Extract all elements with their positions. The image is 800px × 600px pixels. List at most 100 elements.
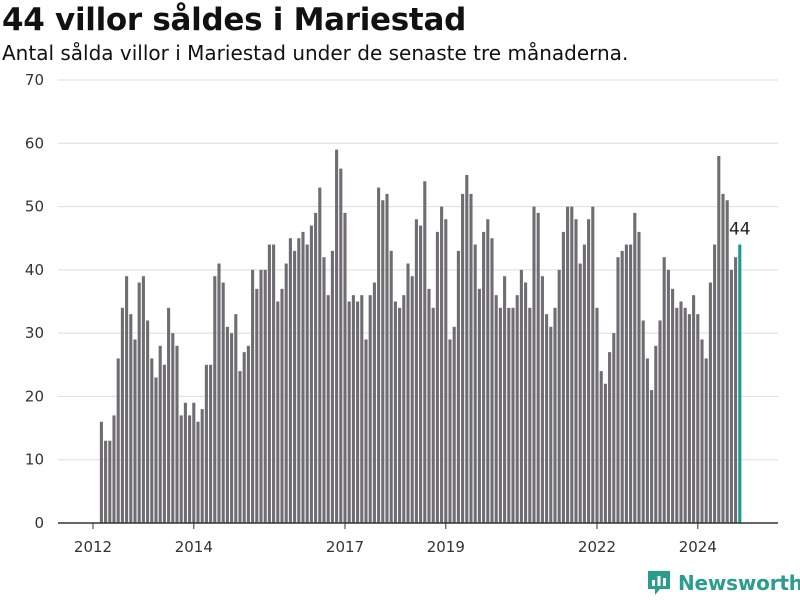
bar (225, 326, 229, 523)
bar (494, 295, 498, 523)
gridlines (58, 79, 778, 461)
bar (599, 371, 603, 523)
bar (515, 295, 519, 523)
y-tick-label: 40 (25, 261, 44, 279)
bar (448, 339, 452, 523)
bar (540, 276, 544, 523)
bar (683, 307, 687, 523)
bar (280, 288, 284, 523)
bar (671, 288, 675, 523)
bar (624, 244, 628, 524)
bar (578, 263, 582, 523)
bar (150, 358, 154, 523)
bar (452, 326, 456, 523)
y-tick-label: 20 (25, 387, 44, 405)
bar (595, 307, 599, 523)
bar (633, 212, 637, 523)
bar (721, 193, 725, 523)
x-axis: 2012 2014 2017 2019 2022 2024 (58, 522, 778, 556)
x-tick-label: 2019 (427, 538, 465, 556)
bar (700, 339, 704, 523)
bar (230, 333, 234, 523)
bar (293, 250, 297, 523)
bar (637, 231, 641, 523)
bar (545, 314, 549, 523)
bar (423, 181, 427, 523)
y-tick-label: 70 (25, 71, 44, 89)
y-tick-label: 60 (25, 134, 44, 152)
bar (146, 320, 150, 523)
bar (351, 295, 355, 523)
bar (519, 269, 523, 523)
bar (566, 206, 570, 523)
bar (511, 307, 515, 523)
y-tick-label: 0 (34, 514, 44, 532)
bar (183, 402, 187, 523)
bar (490, 238, 494, 523)
bar (717, 155, 721, 523)
bar (612, 333, 616, 523)
bar (314, 212, 318, 523)
bar (309, 225, 313, 523)
bar (263, 269, 267, 523)
bar (167, 307, 171, 523)
bar (267, 244, 271, 524)
bar (620, 250, 624, 523)
bar (582, 244, 586, 524)
bar (339, 168, 343, 523)
bar (343, 212, 347, 523)
bar-latest (738, 244, 742, 524)
bar (524, 282, 528, 523)
bar (431, 307, 435, 523)
bar (477, 288, 481, 523)
bar (704, 358, 708, 523)
bar (171, 333, 175, 523)
bar (473, 244, 477, 524)
bar (461, 193, 465, 523)
bar (435, 231, 439, 523)
bar (734, 257, 738, 523)
bar (570, 206, 574, 523)
bar (259, 269, 263, 523)
bar (557, 269, 561, 523)
bar (532, 206, 536, 523)
bar (330, 250, 334, 523)
bar (221, 282, 225, 523)
bar (133, 339, 137, 523)
bar (217, 263, 221, 523)
bar (104, 440, 108, 523)
bar (553, 307, 557, 523)
bar (444, 219, 448, 524)
bar (603, 383, 607, 523)
bar (503, 276, 507, 523)
bar (574, 219, 578, 524)
bar (188, 415, 192, 523)
bar (410, 276, 414, 523)
bar (427, 288, 431, 523)
x-tick-label: 2012 (74, 538, 112, 556)
bar (469, 193, 473, 523)
bar (305, 244, 309, 524)
bar (318, 187, 322, 523)
bar (587, 219, 591, 524)
bar (536, 212, 540, 523)
x-tick-label: 2017 (326, 538, 364, 556)
bar (116, 358, 120, 523)
bar (549, 326, 553, 523)
bar (465, 174, 469, 523)
bar (398, 307, 402, 523)
bar (192, 402, 196, 523)
bar (654, 345, 658, 523)
newsworthy-brand[interactable]: Newsworthy (646, 569, 800, 597)
bar (456, 250, 460, 523)
bar (616, 257, 620, 523)
chart-title: 44 villor såldes i Mariestad (2, 2, 466, 38)
bar (377, 187, 381, 523)
bar (498, 307, 502, 523)
bar (658, 320, 662, 523)
bar (179, 415, 183, 523)
bar (209, 364, 213, 523)
bar (414, 219, 418, 524)
bar (326, 295, 330, 523)
chart-subtitle: Antal sålda villor i Mariestad under de … (2, 41, 629, 65)
